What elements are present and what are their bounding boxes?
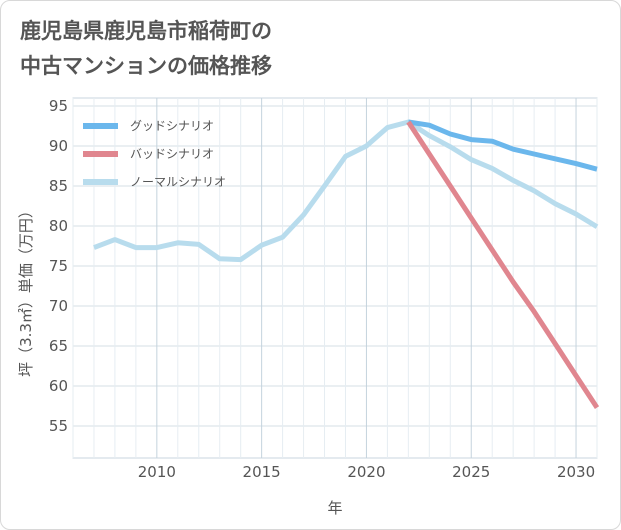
series-line-0: [408, 119, 598, 172]
legend-label-1: バッドシナリオ: [130, 147, 214, 161]
chart-title: 鹿児島県鹿児島市稲荷町の 中古マンションの価格推移: [20, 14, 580, 84]
y-tick-label: 60: [49, 377, 68, 395]
x-tick-label: 2030: [557, 463, 595, 481]
y-tick-label: 70: [49, 297, 68, 315]
x-tick-labels: 2010 2015 2020 2025 2030: [138, 463, 595, 481]
legend-label-0: グッドシナリオ: [130, 119, 214, 133]
x-tick-label: 2025: [452, 463, 490, 481]
y-tick-label: 75: [49, 257, 68, 275]
y-tick-labels: 55 60 65 70 75 80 85 90 95: [49, 97, 68, 435]
series-lines: [93, 119, 600, 409]
series-line-2: [93, 119, 599, 263]
x-axis-label: 年: [327, 499, 342, 517]
legend-label-2: ノーマルシナリオ: [130, 175, 226, 189]
y-tick-label: 55: [49, 417, 68, 435]
chart-title-line-1: 鹿児島県鹿児島市稲荷町の: [20, 19, 272, 43]
x-tick-label: 2015: [243, 463, 281, 481]
y-tick-label: 80: [49, 217, 68, 235]
chart-title-line-2: 中古マンションの価格推移: [20, 54, 272, 78]
y-tick-label: 85: [49, 177, 68, 195]
y-axis-label: 坪（3.3㎡）単価（万円）: [17, 203, 35, 377]
y-tick-label: 65: [49, 337, 68, 355]
y-tick-label: 95: [49, 97, 68, 115]
x-tick-label: 2020: [347, 463, 385, 481]
y-tick-label: 90: [49, 137, 68, 155]
series-line-1: [406, 120, 600, 409]
x-tick-label: 2010: [138, 463, 176, 481]
